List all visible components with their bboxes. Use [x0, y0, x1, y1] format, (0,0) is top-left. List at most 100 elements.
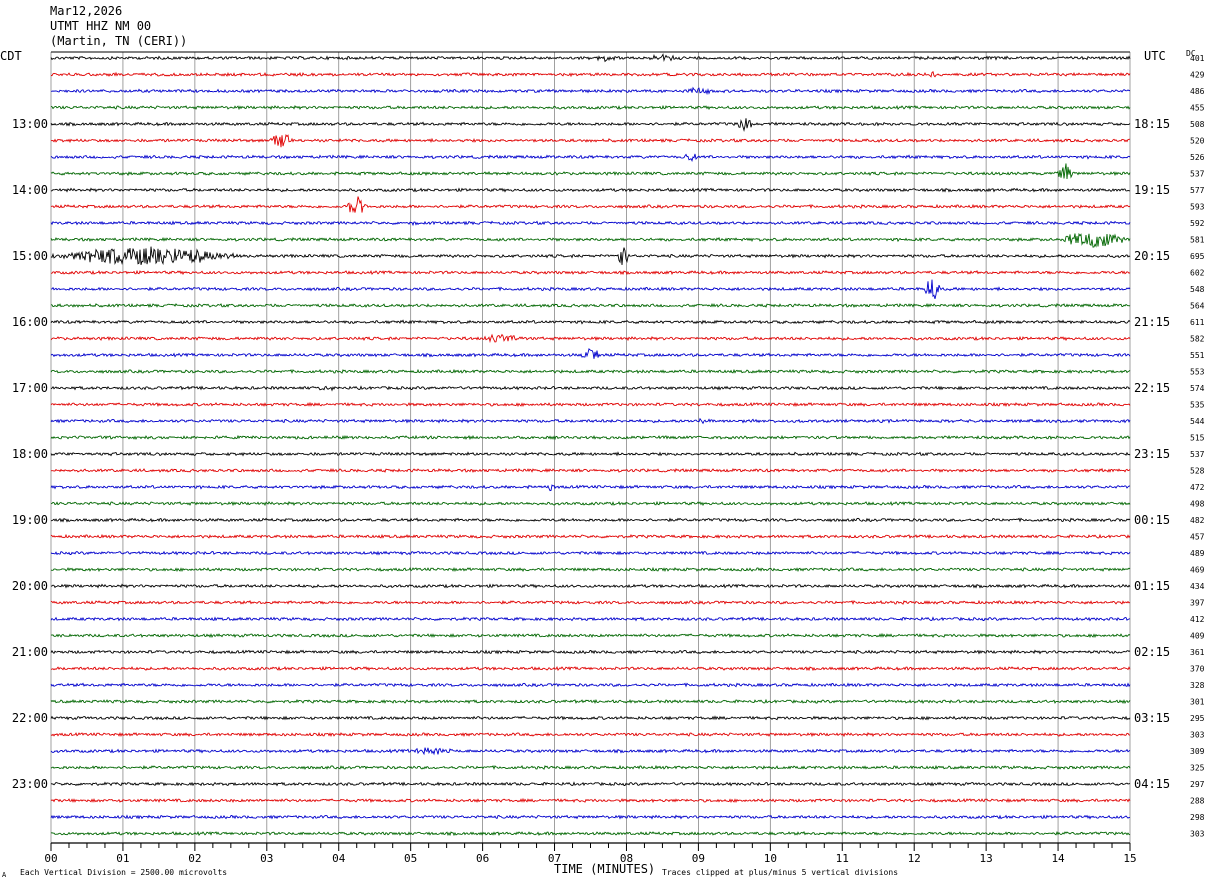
x-tick-label: 12: [908, 852, 921, 865]
dc-offset-value: 298: [1190, 813, 1205, 822]
trace-7: [50, 163, 1131, 180]
x-tick-label: 11: [836, 852, 849, 865]
dc-offset-value: 602: [1190, 269, 1205, 278]
x-tick-label: 01: [116, 852, 129, 865]
trace-33: [50, 599, 1131, 606]
dc-offset-value: 455: [1190, 104, 1205, 113]
dc-offset-value: 301: [1190, 698, 1205, 707]
right-hour-label: 02:15: [1134, 645, 1170, 659]
trace-25: [50, 467, 1131, 473]
dc-offset-value: 412: [1190, 615, 1205, 624]
x-tick-label: 03: [260, 852, 273, 865]
dc-offset-value: 592: [1190, 219, 1205, 228]
trace-44: [50, 781, 1131, 787]
dc-offset-value: 564: [1190, 302, 1205, 311]
dc-offset-value: 325: [1190, 764, 1205, 773]
dc-offset-value: 508: [1190, 120, 1205, 129]
dc-offset-value: 582: [1190, 335, 1205, 344]
dc-offset-value: 297: [1190, 780, 1205, 789]
trace-2: [50, 86, 1131, 96]
trace-0: [50, 53, 1131, 63]
trace-31: [50, 566, 1131, 573]
trace-32: [50, 583, 1131, 589]
trace-26: [50, 484, 1131, 492]
trace-41: [50, 731, 1131, 738]
right-hour-label: 01:15: [1134, 579, 1170, 593]
station-location: (Martin, TN (CERI)): [50, 34, 188, 48]
right-hour-label: 23:15: [1134, 447, 1170, 461]
trace-27: [50, 500, 1131, 507]
dc-offset-value: 295: [1190, 714, 1205, 723]
x-tick-label: 02: [188, 852, 201, 865]
trace-17: [50, 333, 1131, 344]
left-hour-label: 22:00: [12, 711, 48, 725]
dc-offset-value: 303: [1190, 830, 1205, 839]
clip-note: Traces clipped at plus/minus 5 vertical …: [662, 868, 899, 877]
x-axis-title: TIME (MINUTES): [554, 862, 656, 876]
x-tick-label: 14: [1051, 852, 1065, 865]
x-tick-label: 09: [692, 852, 705, 865]
trace-24: [50, 451, 1131, 457]
trace-43: [50, 764, 1131, 771]
left-hour-label: 15:00: [12, 249, 48, 263]
trace-group: [50, 53, 1131, 837]
dc-offset-value: 434: [1190, 582, 1205, 591]
left-hour-label: 23:00: [12, 777, 48, 791]
dc-offset-value: 409: [1190, 632, 1205, 641]
x-tick-label: 05: [404, 852, 417, 865]
trace-15: [50, 302, 1131, 308]
time-axis: 00 01 02 03 04 05 06 07 08 09 10 11 12 13 14 15: [44, 842, 1137, 865]
trace-38: [50, 682, 1131, 688]
right-hour-label: 20:15: [1134, 249, 1170, 263]
left-hour-label: 20:00: [12, 579, 48, 593]
dc-offset-value: 303: [1190, 731, 1205, 740]
station-code: UTMT HHZ NM 00: [50, 19, 152, 33]
trace-10: [50, 220, 1131, 227]
trace-3: [50, 104, 1131, 111]
x-tick-label: 06: [476, 852, 489, 865]
trace-23: [50, 434, 1131, 441]
dc-offset-value: 457: [1190, 533, 1205, 542]
left-hour-label: 16:00: [12, 315, 48, 329]
left-hour-label: 18:00: [12, 447, 48, 461]
trace-19: [50, 368, 1131, 375]
utc-hour-labels: 18:15 19:15 20:15 21:15 22:15 23:15 00:15 01:15…: [1134, 117, 1170, 791]
dc-offset-value: 328: [1190, 681, 1205, 690]
trace-45: [50, 797, 1131, 804]
trace-47: [50, 830, 1131, 837]
trace-39: [50, 698, 1131, 705]
trace-35: [50, 632, 1131, 639]
right-hour-label: 03:15: [1134, 711, 1170, 725]
dc-offset-value: 537: [1190, 170, 1205, 179]
left-hour-label: 13:00: [12, 117, 48, 131]
dc-offset-value: 551: [1190, 351, 1205, 360]
dc-offset-value: 593: [1190, 203, 1205, 212]
x-tick-label: 04: [332, 852, 346, 865]
plot-date: Mar12,2026: [50, 4, 123, 18]
dc-offset-value: 520: [1190, 137, 1205, 146]
trace-42: [50, 747, 1131, 756]
trace-46: [50, 814, 1130, 820]
dc-offset-value: 472: [1190, 483, 1205, 492]
x-tick-label: 15: [1123, 852, 1136, 865]
dc-offset-labels: 401 429 486 455 508 520 526 537 577 593 592 581 695 6…: [1190, 54, 1205, 839]
dc-offset-value: 370: [1190, 665, 1205, 674]
dc-offset-value: 515: [1190, 434, 1205, 443]
dc-offset-value: 611: [1190, 318, 1205, 327]
right-hour-label: 04:15: [1134, 777, 1170, 791]
dc-offset-value: 309: [1190, 747, 1205, 756]
left-hour-label: 17:00: [12, 381, 48, 395]
local-hour-labels: 13:00 14:00 15:00 16:00 17:00 18:00 19:00 20:00…: [12, 117, 48, 791]
trace-34: [50, 616, 1131, 622]
dc-offset-value: 548: [1190, 285, 1205, 294]
left-hour-label: 14:00: [12, 183, 48, 197]
trace-29: [50, 533, 1131, 540]
trace-13: [50, 269, 1131, 276]
dc-offset-value: 361: [1190, 648, 1205, 657]
right-hour-label: 22:15: [1134, 381, 1170, 395]
trace-4: [50, 118, 1131, 132]
trace-16: [50, 319, 1131, 325]
trace-9: [50, 196, 1131, 213]
dc-offset-value: 553: [1190, 368, 1205, 377]
